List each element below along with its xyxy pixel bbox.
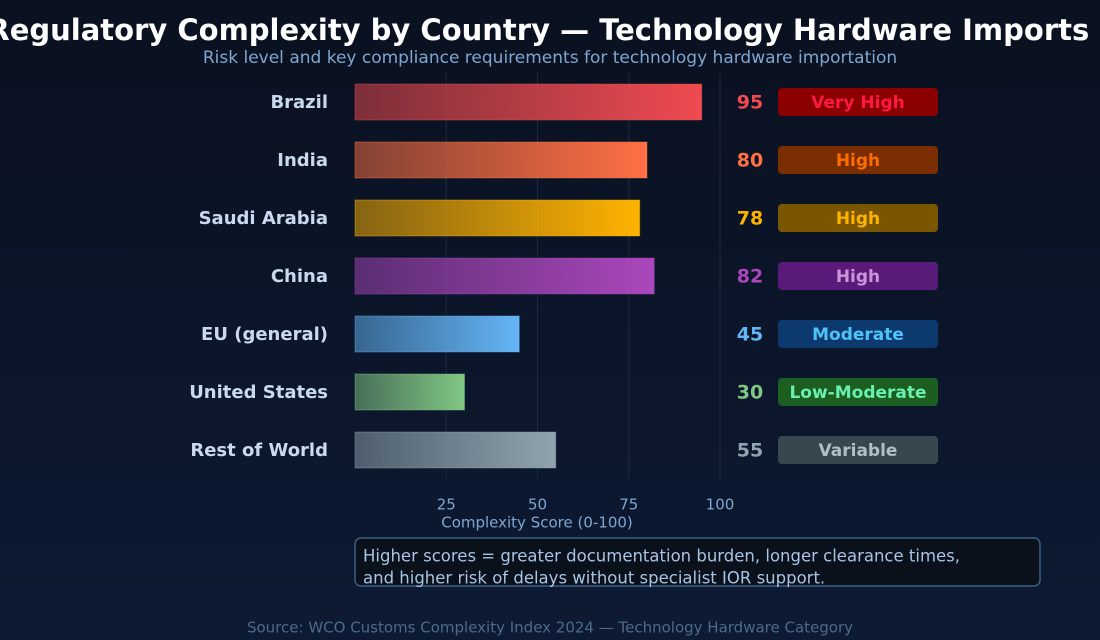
risk-badge <box>778 320 938 348</box>
risk-label: High <box>836 267 880 287</box>
risk-badge <box>778 378 938 406</box>
value-label: 45 <box>737 324 763 346</box>
risk-badge <box>778 204 938 232</box>
value-label: 30 <box>737 382 763 404</box>
x-tick-label: 25 <box>437 496 456 514</box>
x-tick-label: 100 <box>706 496 735 514</box>
y-tick-label: Saudi Arabia <box>199 208 328 229</box>
chart-subtitle: Risk level and key compliance requiremen… <box>203 48 897 68</box>
value-label: 80 <box>737 150 763 172</box>
bar <box>354 141 648 179</box>
bar <box>354 315 520 353</box>
risk-label: Low-Moderate <box>789 383 926 403</box>
risk-label: High <box>836 151 880 171</box>
bar <box>354 199 641 237</box>
chart-title: Regulatory Complexity by Country — Techn… <box>0 13 1100 47</box>
value-label: 95 <box>737 92 763 114</box>
annotation-box <box>354 537 1041 587</box>
y-tick-label: United States <box>189 382 328 403</box>
value-label: 55 <box>737 440 763 462</box>
annotation-line: and higher risk of delays without specia… <box>363 569 825 588</box>
x-tick-label: 50 <box>528 496 547 514</box>
y-tick-label: EU (general) <box>201 324 328 345</box>
source: Source: WCO Customs Complexity Index 202… <box>247 619 853 637</box>
risk-badge <box>778 146 938 174</box>
risk-badge <box>778 262 938 290</box>
y-tick-label: India <box>277 150 328 171</box>
risk-label: Very High <box>811 93 904 113</box>
risk-label: High <box>836 209 880 229</box>
bar <box>354 373 465 411</box>
x-axis-label: Complexity Score (0-100) <box>441 514 633 532</box>
risk-label: Variable <box>819 441 898 461</box>
value-label: 82 <box>737 266 763 288</box>
annotation-line: Higher scores = greater documentation bu… <box>363 547 960 566</box>
risk-badge <box>778 88 938 116</box>
y-tick-label: Brazil <box>270 92 328 113</box>
risk-badge <box>778 436 938 464</box>
y-tick-label: China <box>271 266 328 287</box>
y-tick-label: Rest of World <box>190 440 328 461</box>
value-label: 78 <box>737 208 763 230</box>
bar <box>354 83 703 121</box>
x-tick-label: 75 <box>619 496 638 514</box>
bar <box>354 257 655 295</box>
bar <box>354 431 557 469</box>
risk-label: Moderate <box>812 325 904 345</box>
